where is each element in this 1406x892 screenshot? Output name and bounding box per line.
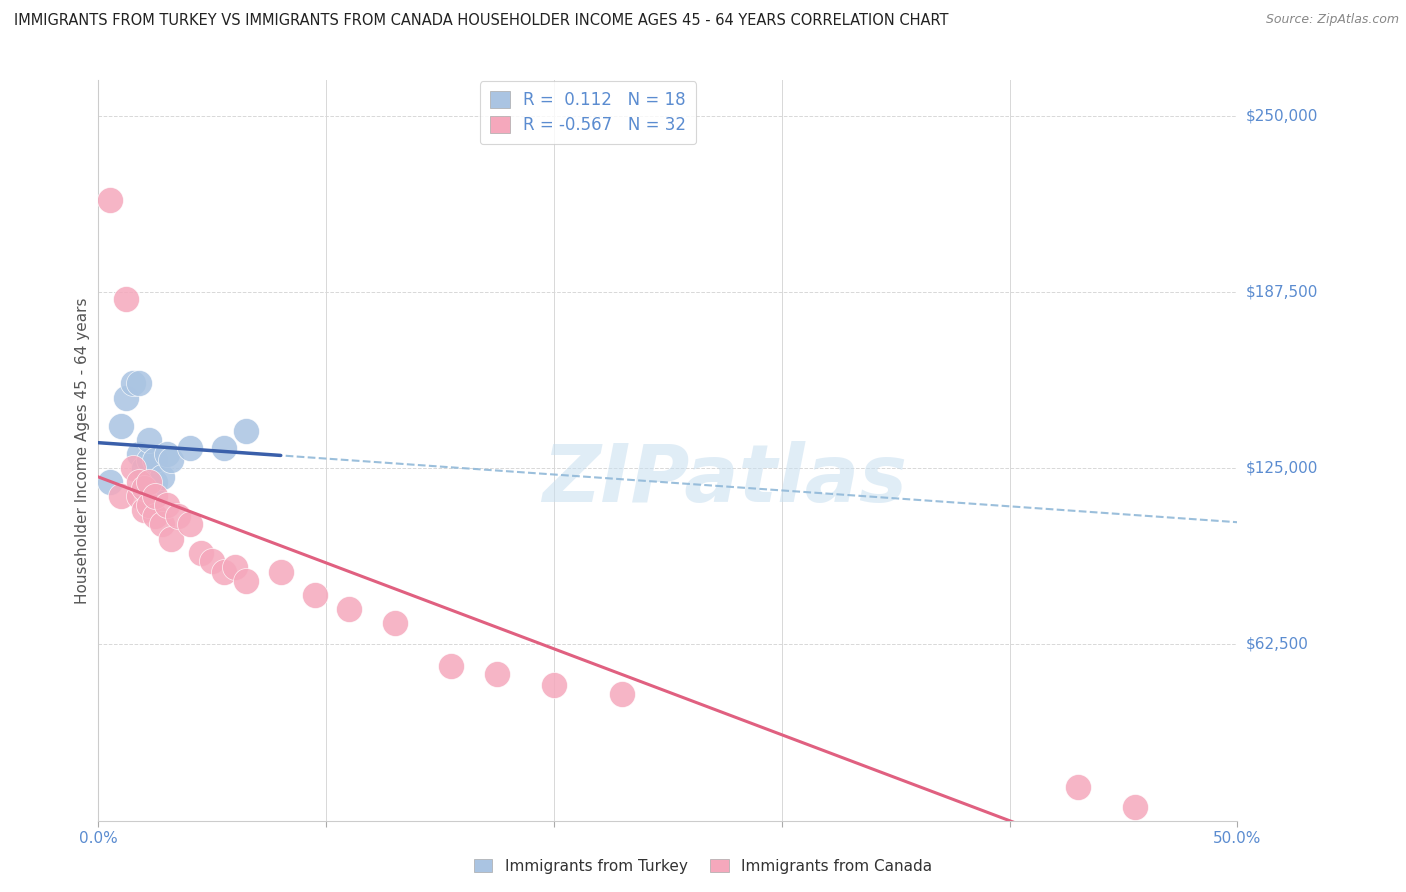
Point xyxy=(98,193,121,207)
Point xyxy=(1123,799,1146,814)
Point xyxy=(145,452,167,467)
Point xyxy=(150,517,173,532)
Point xyxy=(179,442,201,456)
Legend: R =  0.112   N = 18, R = -0.567   N = 32: R = 0.112 N = 18, R = -0.567 N = 32 xyxy=(479,81,696,145)
Point xyxy=(1067,780,1090,794)
Point xyxy=(160,532,183,546)
Y-axis label: Householder Income Ages 45 - 64 years: Householder Income Ages 45 - 64 years xyxy=(75,297,90,604)
Point xyxy=(167,509,190,524)
Point xyxy=(138,498,160,512)
Point xyxy=(337,602,360,616)
Point xyxy=(212,566,235,580)
Point xyxy=(128,475,150,490)
Point xyxy=(235,574,257,588)
Point xyxy=(132,503,155,517)
Text: Source: ZipAtlas.com: Source: ZipAtlas.com xyxy=(1265,13,1399,27)
Point xyxy=(156,447,179,461)
Point xyxy=(132,481,155,495)
Text: IMMIGRANTS FROM TURKEY VS IMMIGRANTS FROM CANADA HOUSEHOLDER INCOME AGES 45 - 64: IMMIGRANTS FROM TURKEY VS IMMIGRANTS FRO… xyxy=(14,13,949,29)
Point xyxy=(150,469,173,483)
Text: ZIPatlas: ZIPatlas xyxy=(543,441,907,519)
Point xyxy=(145,509,167,524)
Point xyxy=(145,489,167,503)
Point xyxy=(138,452,160,467)
Point xyxy=(114,292,136,306)
Point xyxy=(179,517,201,532)
Point xyxy=(440,658,463,673)
Point xyxy=(128,447,150,461)
Point xyxy=(304,588,326,602)
Legend: Immigrants from Turkey, Immigrants from Canada: Immigrants from Turkey, Immigrants from … xyxy=(468,853,938,880)
Point xyxy=(212,442,235,456)
Point xyxy=(128,489,150,503)
Point xyxy=(128,376,150,391)
Point xyxy=(145,475,167,490)
Text: $125,000: $125,000 xyxy=(1246,460,1317,475)
Point xyxy=(110,418,132,433)
Point xyxy=(138,433,160,447)
Point xyxy=(114,391,136,405)
Point xyxy=(190,546,212,560)
Text: $187,500: $187,500 xyxy=(1246,285,1317,300)
Point xyxy=(138,475,160,490)
Point xyxy=(224,559,246,574)
Point xyxy=(235,425,257,439)
Point xyxy=(270,566,292,580)
Point xyxy=(156,498,179,512)
Text: $250,000: $250,000 xyxy=(1246,108,1317,123)
Point xyxy=(121,376,143,391)
Point xyxy=(384,616,406,631)
Point xyxy=(201,554,224,568)
Point xyxy=(160,452,183,467)
Point xyxy=(486,667,509,681)
Point xyxy=(543,678,565,692)
Point xyxy=(612,687,634,701)
Point xyxy=(110,489,132,503)
Text: $62,500: $62,500 xyxy=(1246,637,1309,652)
Point xyxy=(132,461,155,475)
Point xyxy=(132,481,155,495)
Point xyxy=(121,461,143,475)
Point xyxy=(98,475,121,490)
